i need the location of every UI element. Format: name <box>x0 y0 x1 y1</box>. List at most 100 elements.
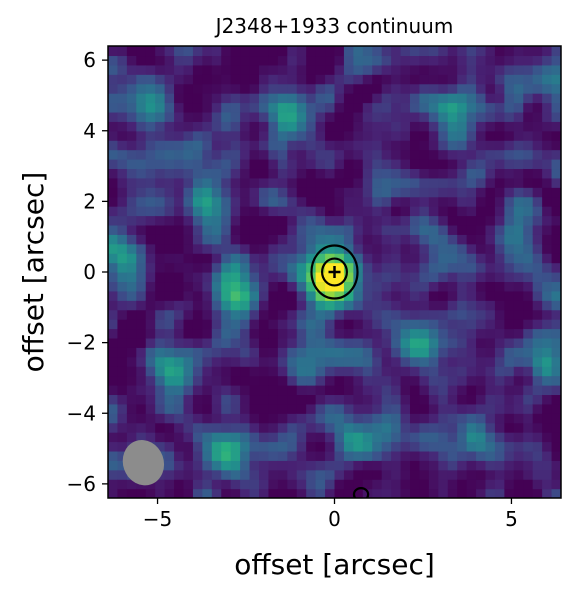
chart-title: J2348+1933 continuum <box>214 14 454 38</box>
heatmap-cell <box>268 375 279 386</box>
heatmap-cell <box>494 356 505 367</box>
heatmap-cell <box>192 290 203 301</box>
heatmap-cell <box>353 309 364 320</box>
heatmap-cell <box>183 121 194 132</box>
heatmap-cell <box>325 206 336 217</box>
heatmap-cell <box>315 309 326 320</box>
heatmap-cell <box>410 130 421 141</box>
heatmap-cell <box>174 328 185 339</box>
heatmap-cell <box>296 385 307 396</box>
heatmap-cell <box>296 64 307 75</box>
heatmap-cell <box>372 130 383 141</box>
heatmap-cell <box>532 196 543 207</box>
heatmap-cell <box>447 234 458 245</box>
heatmap-cell <box>230 224 241 235</box>
heatmap-cell <box>296 347 307 358</box>
heatmap-cell <box>466 168 477 179</box>
heatmap-cell <box>117 479 128 490</box>
heatmap-cell <box>136 356 147 367</box>
heatmap-cell <box>513 309 524 320</box>
heatmap-cell <box>532 55 543 66</box>
heatmap-cell <box>504 460 515 471</box>
heatmap-cell <box>466 394 477 405</box>
heatmap-cell <box>438 356 449 367</box>
heatmap-cell <box>192 413 203 424</box>
heatmap-cell <box>287 441 298 452</box>
heatmap-cell <box>240 121 251 132</box>
heatmap-cell <box>126 328 137 339</box>
heatmap-cell <box>400 262 411 273</box>
heatmap-cell <box>126 385 137 396</box>
heatmap-cell <box>419 375 430 386</box>
heatmap-cell <box>325 111 336 122</box>
heatmap-cell <box>334 337 345 348</box>
heatmap-cell <box>438 55 449 66</box>
heatmap-cell <box>532 281 543 292</box>
heatmap-cell <box>428 234 439 245</box>
heatmap-cell <box>221 356 232 367</box>
heatmap-cell <box>136 140 147 151</box>
heatmap-cell <box>438 46 449 57</box>
heatmap-cell <box>155 46 166 57</box>
heatmap-cell <box>164 450 175 461</box>
heatmap-cell <box>447 262 458 273</box>
heatmap-cell <box>136 102 147 113</box>
heatmap-cell <box>400 187 411 198</box>
heatmap-cell <box>296 215 307 226</box>
heatmap-cell <box>108 488 119 498</box>
heatmap-cell <box>126 347 137 358</box>
heatmap-cell <box>419 450 430 461</box>
heatmap-cell <box>334 206 345 217</box>
heatmap-cell <box>466 281 477 292</box>
heatmap-cell <box>155 488 166 498</box>
heatmap-cell <box>230 469 241 480</box>
heatmap-cell <box>145 290 156 301</box>
heatmap-cell <box>315 366 326 377</box>
heatmap-cell <box>372 253 383 264</box>
heatmap-cell <box>476 243 487 254</box>
heatmap-cell <box>362 309 373 320</box>
heatmap-cell <box>296 243 307 254</box>
heatmap-cell <box>542 488 553 498</box>
heatmap-cell <box>381 394 392 405</box>
heatmap-cell <box>523 83 534 94</box>
heatmap-cell <box>183 432 194 443</box>
heatmap-cell <box>343 64 354 75</box>
heatmap-cell <box>174 177 185 188</box>
heatmap-cell <box>542 479 553 490</box>
heatmap-cell <box>249 319 260 330</box>
heatmap-cell <box>325 140 336 151</box>
heatmap-cell <box>372 366 383 377</box>
heatmap-cell <box>410 55 421 66</box>
heatmap-cell <box>145 102 156 113</box>
heatmap-cell <box>183 140 194 151</box>
heatmap-cell <box>372 177 383 188</box>
heatmap-cell <box>117 337 128 348</box>
heatmap-cell <box>240 74 251 85</box>
heatmap-cell <box>145 300 156 311</box>
heatmap-cell <box>126 187 137 198</box>
heatmap-cell <box>268 121 279 132</box>
heatmap-cell <box>362 196 373 207</box>
heatmap-cell <box>410 64 421 75</box>
heatmap-cell <box>532 140 543 151</box>
heatmap-cell <box>485 309 496 320</box>
heatmap-cell <box>551 375 561 386</box>
heatmap-cell <box>230 177 241 188</box>
heatmap-cell <box>259 337 270 348</box>
heatmap-cell <box>117 460 128 471</box>
heatmap-cell <box>353 215 364 226</box>
heatmap-cell <box>476 413 487 424</box>
heatmap-cell <box>315 356 326 367</box>
heatmap-cell <box>136 432 147 443</box>
heatmap-cell <box>117 347 128 358</box>
heatmap-cell <box>296 328 307 339</box>
heatmap-cell <box>391 234 402 245</box>
heatmap-cell <box>325 422 336 433</box>
heatmap-cell <box>391 450 402 461</box>
heatmap-cell <box>523 196 534 207</box>
heatmap-cell <box>249 347 260 358</box>
heatmap-cell <box>532 300 543 311</box>
heatmap-cell <box>372 64 383 75</box>
heatmap-cell <box>381 253 392 264</box>
